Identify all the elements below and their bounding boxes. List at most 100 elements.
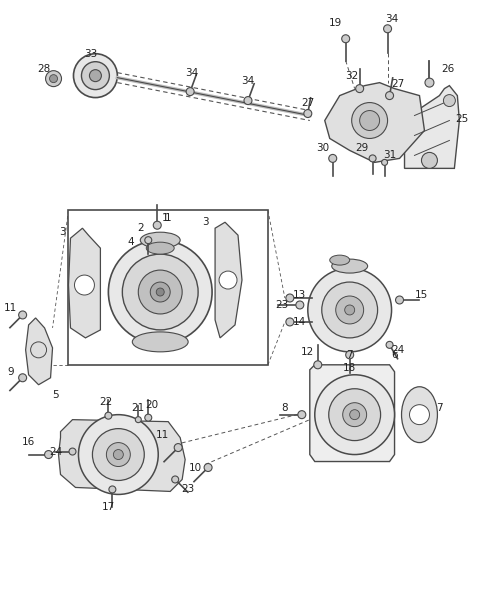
Ellipse shape bbox=[146, 242, 174, 254]
Text: 30: 30 bbox=[316, 144, 329, 153]
Text: 17: 17 bbox=[102, 502, 115, 513]
Circle shape bbox=[304, 110, 312, 117]
Circle shape bbox=[145, 414, 152, 421]
Text: 23: 23 bbox=[181, 485, 195, 495]
Circle shape bbox=[138, 270, 182, 314]
Circle shape bbox=[45, 451, 52, 458]
Text: 24: 24 bbox=[391, 345, 404, 355]
Circle shape bbox=[343, 403, 367, 427]
Circle shape bbox=[89, 70, 101, 82]
Text: 9: 9 bbox=[7, 367, 14, 377]
Text: 27: 27 bbox=[391, 79, 404, 89]
Ellipse shape bbox=[330, 255, 350, 265]
Circle shape bbox=[286, 294, 294, 302]
Circle shape bbox=[153, 221, 161, 229]
Circle shape bbox=[105, 412, 112, 419]
Circle shape bbox=[350, 409, 360, 420]
Text: 19: 19 bbox=[329, 18, 342, 28]
Ellipse shape bbox=[332, 259, 368, 273]
Circle shape bbox=[113, 449, 123, 460]
Circle shape bbox=[352, 103, 387, 138]
Circle shape bbox=[122, 254, 198, 330]
Circle shape bbox=[82, 61, 109, 89]
Circle shape bbox=[186, 88, 194, 95]
Text: 7: 7 bbox=[347, 350, 353, 360]
Text: 28: 28 bbox=[37, 64, 50, 74]
Polygon shape bbox=[405, 86, 459, 169]
Circle shape bbox=[298, 411, 306, 418]
Circle shape bbox=[346, 351, 354, 359]
Text: 6: 6 bbox=[391, 350, 398, 360]
Text: 14: 14 bbox=[293, 317, 306, 327]
Text: 33: 33 bbox=[84, 49, 97, 59]
Circle shape bbox=[314, 361, 322, 369]
Polygon shape bbox=[69, 228, 100, 338]
Text: 34: 34 bbox=[185, 68, 199, 77]
Circle shape bbox=[345, 305, 355, 315]
Text: 1: 1 bbox=[162, 213, 168, 224]
Text: 23: 23 bbox=[275, 300, 288, 310]
Circle shape bbox=[409, 405, 430, 424]
Circle shape bbox=[135, 417, 141, 423]
Text: 25: 25 bbox=[456, 113, 469, 123]
Circle shape bbox=[342, 35, 350, 43]
Circle shape bbox=[360, 110, 380, 131]
Circle shape bbox=[425, 78, 434, 87]
Circle shape bbox=[315, 375, 395, 455]
Polygon shape bbox=[310, 365, 395, 461]
Ellipse shape bbox=[140, 232, 180, 248]
Circle shape bbox=[329, 154, 336, 162]
Circle shape bbox=[369, 155, 376, 162]
Circle shape bbox=[286, 318, 294, 326]
Circle shape bbox=[73, 54, 117, 98]
Text: 11: 11 bbox=[156, 430, 169, 440]
Text: 24: 24 bbox=[49, 446, 62, 457]
Circle shape bbox=[174, 443, 182, 452]
Circle shape bbox=[396, 296, 404, 304]
Text: 34: 34 bbox=[241, 76, 254, 86]
Text: 29: 29 bbox=[355, 144, 368, 153]
Text: 31: 31 bbox=[383, 150, 396, 160]
Polygon shape bbox=[325, 83, 424, 162]
Circle shape bbox=[108, 240, 212, 344]
Text: 26: 26 bbox=[441, 64, 454, 74]
Text: 34: 34 bbox=[385, 14, 398, 24]
Text: 27: 27 bbox=[301, 98, 314, 107]
Circle shape bbox=[329, 389, 381, 440]
Text: 12: 12 bbox=[301, 347, 314, 357]
Circle shape bbox=[74, 275, 95, 295]
Circle shape bbox=[385, 92, 394, 100]
Text: 10: 10 bbox=[189, 462, 202, 473]
Ellipse shape bbox=[402, 387, 437, 443]
Text: 5: 5 bbox=[52, 390, 59, 400]
Polygon shape bbox=[59, 420, 185, 492]
Circle shape bbox=[93, 429, 144, 480]
Circle shape bbox=[308, 268, 392, 352]
Circle shape bbox=[78, 415, 158, 495]
Text: 8: 8 bbox=[282, 403, 288, 412]
Text: 22: 22 bbox=[99, 397, 112, 406]
Polygon shape bbox=[25, 318, 52, 385]
Circle shape bbox=[384, 25, 392, 33]
Text: 1: 1 bbox=[165, 213, 171, 224]
Circle shape bbox=[109, 486, 116, 493]
Circle shape bbox=[156, 288, 164, 296]
Text: 15: 15 bbox=[415, 290, 428, 300]
Text: 11: 11 bbox=[4, 303, 17, 313]
Circle shape bbox=[31, 342, 47, 358]
Circle shape bbox=[386, 342, 393, 348]
Circle shape bbox=[356, 85, 364, 92]
Circle shape bbox=[444, 95, 456, 107]
Circle shape bbox=[244, 97, 252, 104]
Polygon shape bbox=[215, 222, 242, 338]
Circle shape bbox=[219, 271, 237, 289]
Text: 20: 20 bbox=[146, 400, 159, 409]
Circle shape bbox=[145, 237, 152, 244]
Circle shape bbox=[204, 464, 212, 471]
Circle shape bbox=[19, 374, 26, 382]
Circle shape bbox=[322, 282, 378, 338]
Text: 2: 2 bbox=[137, 224, 144, 233]
Circle shape bbox=[296, 301, 304, 309]
Text: 16: 16 bbox=[22, 437, 35, 446]
Circle shape bbox=[107, 443, 130, 467]
